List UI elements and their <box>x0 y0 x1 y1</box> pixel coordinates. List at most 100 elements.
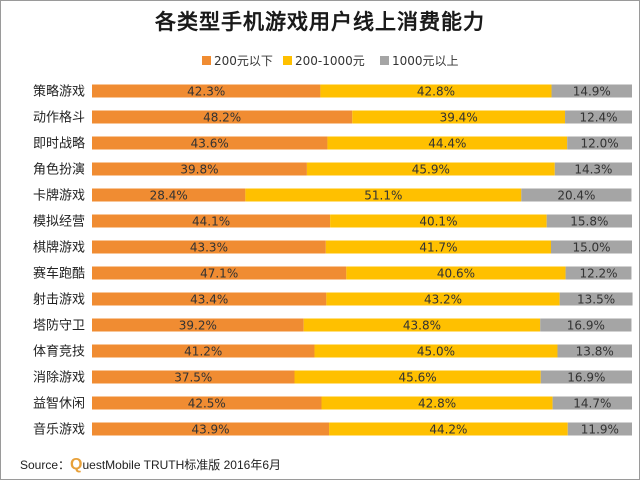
bar-segment <box>303 318 541 332</box>
data-label: 12.0% <box>581 137 619 151</box>
data-label: 42.8% <box>417 85 455 99</box>
bar-segment <box>551 84 632 98</box>
bar-segment <box>92 292 327 306</box>
questmobile-logo-q: Q <box>70 456 83 473</box>
data-label: 42.8% <box>418 397 456 411</box>
bar-segment <box>567 136 632 150</box>
category-label: 射击游戏 <box>33 292 85 308</box>
bar-segment <box>327 136 568 150</box>
category-label: 音乐游戏 <box>33 422 85 438</box>
chart-title: 各类型手机游戏用户线上消费能力 <box>155 10 485 34</box>
data-label: 40.6% <box>437 267 475 281</box>
bar-segment <box>546 214 632 228</box>
data-label: 39.4% <box>440 111 478 125</box>
legend-label: 200-1000元 <box>295 54 365 68</box>
data-label: 42.3% <box>187 85 225 99</box>
data-label: 43.2% <box>424 293 462 307</box>
bar-segment <box>320 84 552 98</box>
bar-segment <box>326 292 560 306</box>
bar-segment <box>321 396 553 410</box>
legend-label: 1000元以上 <box>392 54 459 68</box>
data-label: 12.2% <box>579 267 617 281</box>
data-label: 41.7% <box>419 241 457 255</box>
bar-segment <box>540 318 632 332</box>
bar-segment <box>325 240 551 254</box>
bar-segment <box>346 266 566 280</box>
category-labels: 策略游戏动作格斗即时战略角色扮演卡牌游戏模拟经营棋牌游戏赛车跑酷射击游戏塔防守卫… <box>33 84 85 438</box>
data-label: 20.4% <box>557 189 595 203</box>
bar-segment <box>521 188 632 202</box>
category-label: 棋牌游戏 <box>33 240 85 256</box>
data-label: 13.8% <box>576 345 614 359</box>
data-label: 14.9% <box>573 85 611 99</box>
data-label: 44.2% <box>429 423 467 437</box>
category-label: 体育竞技 <box>33 344 85 360</box>
bar-segment <box>554 162 632 176</box>
data-label: 51.1% <box>364 189 402 203</box>
bar-segment <box>306 162 555 176</box>
bar-segment <box>567 422 632 436</box>
category-label: 动作格斗 <box>33 110 85 126</box>
bar-segment <box>92 240 326 254</box>
bar-segment <box>92 162 307 176</box>
category-label: 塔防守卫 <box>33 318 85 334</box>
bar-segment <box>352 110 566 124</box>
bar-segment <box>329 422 568 436</box>
data-label: 39.8% <box>180 163 218 177</box>
data-label: 47.1% <box>200 267 238 281</box>
data-label: 11.9% <box>581 423 619 437</box>
bars: 42.3% 42.8% 14.9% 48.2% 39.4% 12.4% 43.6% 44.4%… <box>92 84 633 437</box>
data-label: 43.4% <box>190 293 228 307</box>
category-label: 赛车跑酷 <box>33 266 85 282</box>
bar-segment <box>92 370 295 384</box>
data-label: 14.7% <box>573 397 611 411</box>
data-label: 40.1% <box>419 215 457 229</box>
bar-segment <box>92 84 321 98</box>
bar-segment <box>565 266 632 280</box>
bar-segment <box>314 344 558 358</box>
bar-segment <box>552 396 632 410</box>
bar-segment <box>540 370 632 384</box>
data-label: 43.6% <box>191 137 229 151</box>
data-label: 45.0% <box>417 345 455 359</box>
data-label: 37.5% <box>174 371 212 385</box>
category-label: 益智休闲 <box>33 397 85 412</box>
bar-segment <box>92 188 246 202</box>
bar-segment <box>92 110 353 124</box>
bar-segment <box>551 240 632 254</box>
source-prefix: Source： <box>20 458 71 472</box>
bar-segment <box>330 214 547 228</box>
bar-segment <box>92 344 315 358</box>
data-label: 43.8% <box>403 319 441 333</box>
bar-segment <box>92 136 328 150</box>
data-label: 16.9% <box>567 371 605 385</box>
bar-segment <box>245 188 522 202</box>
data-label: 45.9% <box>412 163 450 177</box>
legend-swatch <box>283 56 292 65</box>
legend-label: 200元以下 <box>214 54 273 68</box>
source-text: uestMobile TRUTH标准版 2016年6月 <box>82 458 281 472</box>
legend-swatch <box>202 56 211 65</box>
bar-segment <box>92 318 304 332</box>
bar-segment <box>294 370 541 384</box>
data-label: 43.3% <box>190 241 228 255</box>
data-label: 39.2% <box>179 319 217 333</box>
bar-segment <box>92 266 347 280</box>
data-label: 12.4% <box>579 111 617 125</box>
bar-segment <box>559 292 633 306</box>
source-note: Source：QuestMobile TRUTH标准版 2016年6月 <box>20 456 281 474</box>
data-label: 44.4% <box>428 137 466 151</box>
data-label: 44.1% <box>192 215 230 229</box>
legend-swatch <box>380 56 389 65</box>
bar-segment <box>557 344 632 358</box>
category-label: 卡牌游戏 <box>33 188 85 204</box>
data-label: 15.0% <box>572 241 610 255</box>
data-label: 42.5% <box>188 397 226 411</box>
data-label: 13.5% <box>577 293 615 307</box>
data-label: 16.9% <box>567 319 605 333</box>
data-label: 41.2% <box>184 345 222 359</box>
data-label: 45.6% <box>399 371 437 385</box>
bar-segment <box>92 396 322 410</box>
category-label: 消除游戏 <box>33 371 85 386</box>
